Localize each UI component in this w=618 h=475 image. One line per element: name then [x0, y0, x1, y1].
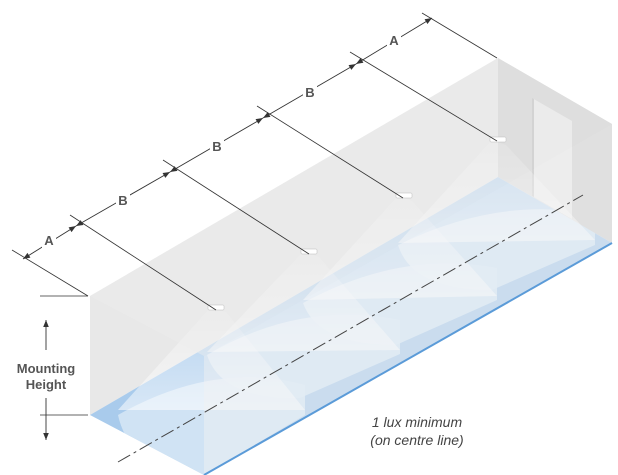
note-line2: (on centre line) — [370, 432, 463, 448]
mounting-height-label-line1: Mounting — [17, 361, 76, 376]
corridor-ceiling — [90, 58, 612, 356]
dimension-label-b-3: B — [305, 85, 314, 100]
mounting-height-dimension: Mounting Height — [17, 295, 88, 440]
dimension-label-a-right: A — [389, 33, 399, 48]
exit-door-edge — [532, 98, 534, 197]
dimension-label-b-2: B — [212, 139, 221, 154]
light-beam-2 — [207, 252, 400, 352]
illuminance-note: 1 lux minimum (on centre line) — [370, 414, 463, 448]
dimension-label-b-1: B — [118, 193, 127, 208]
luminaire-4 — [489, 136, 507, 143]
luminaire-2 — [300, 248, 318, 255]
corridor-back-wall — [90, 58, 498, 415]
corridor-front-wall — [204, 124, 612, 475]
light-beam-3 — [303, 196, 497, 300]
luminaires — [207, 136, 507, 311]
light-beams — [118, 140, 595, 410]
note-line1: 1 lux minimum — [372, 414, 463, 430]
mounting-height-label-line2: Height — [26, 377, 67, 392]
dimension-labels: A B B B A — [42, 32, 401, 248]
extension-lines — [11, 12, 498, 311]
dimension-label-a-left: A — [44, 233, 54, 248]
centre-line — [117, 194, 584, 463]
light-beam-4 — [398, 140, 595, 243]
floor-front-edge — [203, 242, 613, 475]
light-beam-1 — [118, 308, 305, 410]
luminaire-1 — [207, 304, 225, 311]
luminaire-3 — [395, 192, 413, 199]
